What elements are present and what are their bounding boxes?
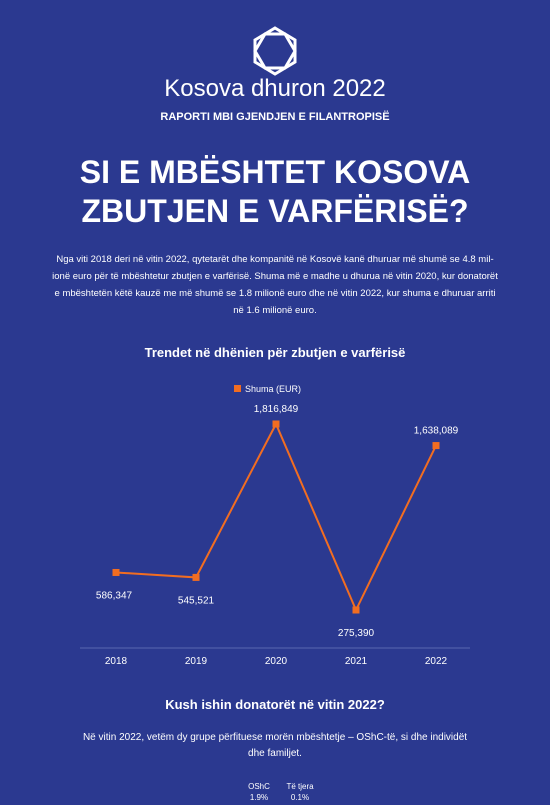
donors-text: dhe familjet.	[248, 748, 302, 759]
headline: SI E MBËSHTET KOSOVA	[80, 154, 471, 190]
brand: Kosova dhuron 2022	[164, 75, 386, 102]
value-label: 586,347	[96, 590, 133, 601]
slice-value: 0.1%	[291, 793, 309, 800]
point	[112, 568, 120, 576]
point	[432, 442, 440, 450]
point	[352, 606, 360, 614]
subtitle: RAPORTI MBI GJENDJEN E FILANTROPISË	[160, 110, 389, 123]
legend-marker	[234, 385, 241, 392]
value-label: 275,390	[338, 628, 375, 639]
point	[272, 420, 280, 428]
x-tick-label: 2021	[345, 656, 368, 667]
headline: ZBUTJEN E VARFËRISË?	[82, 193, 469, 229]
x-tick-label: 2018	[105, 656, 128, 667]
donors-text: Në vitin 2022, vetëm dy grupe përfituese…	[83, 732, 467, 743]
slice-label: Të tjera	[286, 782, 314, 791]
intro-line: ionë euro për të mbështetur zbutjen e va…	[52, 271, 498, 282]
section-title: Kush ishin donatorët në vitin 2022?	[165, 697, 385, 712]
value-label: 1,816,849	[254, 404, 299, 415]
logo	[253, 26, 297, 76]
value-label: 1,638,089	[414, 426, 459, 437]
value-label: 545,521	[178, 595, 215, 606]
point	[192, 573, 200, 581]
x-tick-label: 2019	[185, 656, 208, 667]
slice-label: OShC	[248, 782, 270, 791]
chart-title: Trendet në dhënien për zbutjen e varfëri…	[145, 345, 406, 360]
x-tick-label: 2022	[425, 656, 448, 667]
line	[115, 421, 437, 613]
slice-value: 1.9%	[250, 793, 268, 800]
x-tick-label: 2020	[265, 656, 288, 667]
intro-line: Nga viti 2018 deri në vitin 2022, qyteta…	[56, 254, 493, 265]
intro-line: në 1.6 milionë euro.	[233, 305, 316, 316]
intro-line: e mbështetën këtë kauzë me më shumë se 1…	[55, 288, 496, 299]
legend-label: Shuma (EUR)	[245, 384, 301, 394]
